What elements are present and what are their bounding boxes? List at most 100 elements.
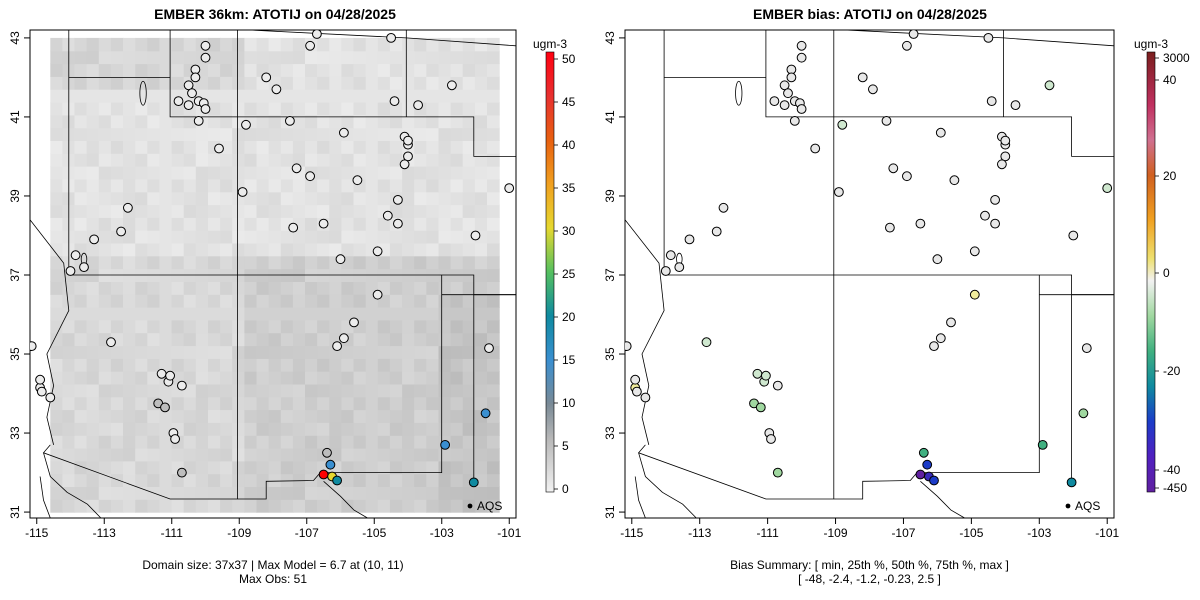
grid-cell: [365, 332, 379, 347]
legend-unit: ugm-3: [1134, 37, 1168, 51]
grid-cell: [426, 114, 439, 129]
monitor-site: [393, 195, 403, 205]
grid-cell: [317, 127, 330, 141]
grid-cell: [365, 371, 379, 385]
grid-cell: [462, 178, 476, 193]
grid-cell: [268, 191, 282, 206]
grid-cell: [208, 460, 221, 475]
legend-tick-label: -40: [1163, 463, 1181, 477]
grid-cell: [329, 242, 342, 257]
grid-cell: [135, 140, 148, 154]
grid-cell: [268, 371, 282, 385]
grid-cell: [317, 63, 330, 77]
grid-cell: [256, 396, 270, 411]
grid-cell: [62, 499, 76, 513]
boundary-line: [406, 37, 516, 47]
x-tick-label: -101: [1095, 526, 1119, 540]
legend-tick-label: 20: [1163, 169, 1177, 183]
grid-cell: [208, 448, 221, 462]
grid-cell: [171, 50, 185, 65]
grid-cell: [86, 460, 100, 475]
grid-cell: [110, 422, 124, 436]
grid-cell: [280, 166, 294, 180]
monitor-sites: [30, 30, 515, 488]
grid-cell: [414, 345, 427, 359]
grid-cell: [474, 294, 488, 308]
grid-cell: [365, 191, 379, 206]
grid-cell: [74, 499, 88, 513]
grid-cell: [244, 76, 258, 90]
grid-cell: [426, 255, 439, 270]
grid-cell: [98, 307, 112, 321]
grid-cell: [98, 409, 112, 423]
grid-cell: [292, 230, 306, 244]
monitor-site: [990, 218, 1000, 229]
grid-cell: [402, 50, 415, 65]
grid-cell: [74, 102, 88, 116]
grid-cell: [256, 50, 270, 65]
grid-cell: [171, 127, 185, 141]
grid-cell: [98, 358, 112, 372]
grid-cell: [438, 230, 452, 244]
monitor-site: [761, 370, 771, 381]
grid-cell: [171, 396, 185, 411]
grid-cell: [256, 332, 270, 347]
grid-cell: [74, 409, 88, 423]
grid-cell: [159, 460, 173, 475]
grid-cell: [377, 358, 391, 372]
grid-cell: [123, 319, 136, 334]
grid-cell: [171, 486, 185, 500]
grid-cell: [292, 140, 306, 154]
grid-cell: [147, 166, 160, 180]
grid-cell: [305, 230, 318, 244]
monitor-site: [106, 337, 116, 348]
grid-cell: [280, 319, 294, 334]
grid-cell: [159, 191, 173, 206]
grid-cell: [256, 242, 270, 257]
grid-cell: [159, 76, 173, 90]
grid-cell: [208, 153, 221, 167]
grid-cell: [74, 281, 88, 295]
grid-cell: [232, 127, 245, 141]
grid-cell: [414, 332, 427, 347]
grid-cell: [353, 204, 367, 218]
grid-cell: [365, 307, 379, 321]
grid-cell: [487, 435, 500, 449]
monitor-site: [796, 104, 807, 114]
grid-cell: [329, 127, 342, 141]
grid-cell: [402, 178, 415, 193]
grid-cell: [147, 102, 160, 116]
grid-cell: [123, 396, 136, 411]
grid-cell: [402, 435, 415, 449]
grid-cell: [208, 332, 221, 347]
grid-cell: [62, 448, 76, 462]
grid-cell: [377, 50, 391, 65]
grid-cell: [280, 76, 294, 90]
grid-cell: [50, 114, 63, 129]
grid-cell: [377, 114, 391, 129]
grid-cell: [462, 383, 476, 398]
grid-cell: [256, 319, 270, 334]
grid-cell: [195, 358, 209, 372]
grid-cell: [438, 63, 452, 77]
grid-cell: [426, 281, 439, 295]
monitor-site: [470, 230, 481, 241]
grid-cell: [402, 37, 415, 52]
y-tick-label: 35: [8, 347, 22, 361]
grid-cell: [232, 486, 245, 500]
grid-cell: [135, 204, 148, 218]
grid-cell: [183, 50, 197, 65]
monitor-site: [630, 374, 641, 385]
y-tick-label: 31: [8, 505, 22, 519]
grid-cell: [487, 204, 500, 218]
grid-cell: [341, 499, 355, 513]
grid-cell: [220, 255, 233, 270]
grid-cell: [365, 89, 379, 103]
grid-cell: [402, 371, 415, 385]
legend-tick-label: 20: [562, 310, 576, 324]
grid-cell: [414, 204, 427, 218]
grid-cell: [292, 294, 306, 308]
grid-cell: [426, 486, 439, 500]
monitor-site: [1081, 343, 1092, 354]
grid-cell: [147, 448, 160, 462]
